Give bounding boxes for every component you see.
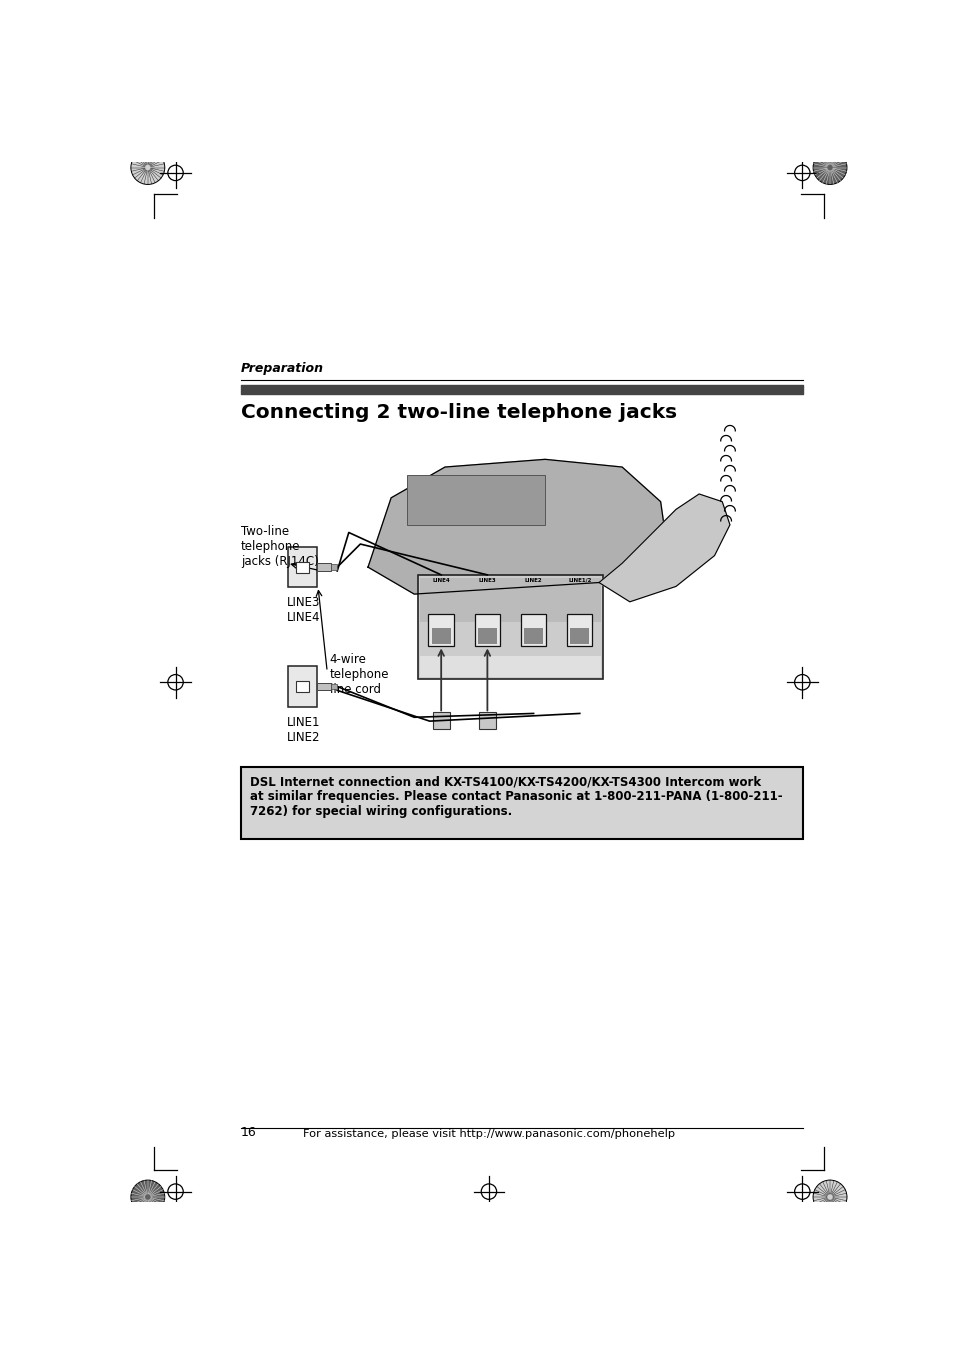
Text: Preparation: Preparation (241, 362, 324, 376)
Bar (475, 615, 499, 646)
Text: LINE1/2: LINE1/2 (567, 578, 591, 584)
Text: LINE1
LINE2: LINE1 LINE2 (287, 716, 320, 744)
Circle shape (812, 150, 846, 185)
Text: 16: 16 (241, 1127, 256, 1139)
Bar (331, 565, 336, 570)
Bar (295, 562, 309, 573)
Bar (406, 474, 544, 524)
Bar (520, 615, 546, 646)
Bar (431, 628, 451, 644)
Bar (433, 712, 449, 728)
Circle shape (131, 1179, 165, 1215)
Circle shape (131, 150, 165, 185)
Bar (478, 712, 496, 728)
Bar (570, 628, 589, 644)
Bar (419, 578, 600, 621)
Text: Connecting 2 two-line telephone jacks: Connecting 2 two-line telephone jacks (241, 403, 677, 422)
Text: LINE3
LINE4: LINE3 LINE4 (287, 596, 320, 624)
Bar (317, 682, 331, 690)
Text: LINE2: LINE2 (524, 578, 542, 584)
Text: For assistance, please visit http://www.panasonic.com/phonehelp: For assistance, please visit http://www.… (302, 1129, 675, 1139)
Polygon shape (598, 494, 729, 601)
Bar (417, 574, 602, 678)
Bar (295, 681, 309, 692)
Bar (331, 684, 336, 689)
Bar (419, 657, 600, 677)
Bar (288, 666, 317, 707)
Text: DSL Internet connection and KX-TS4100/KX-TS4200/KX-TS4300 Intercom work
at simil: DSL Internet connection and KX-TS4100/KX… (250, 775, 782, 819)
Polygon shape (368, 459, 668, 594)
Text: LINE3: LINE3 (478, 578, 496, 584)
Text: Two-line
telephone
jacks (RJ14C): Two-line telephone jacks (RJ14C) (241, 524, 318, 567)
Bar (241, 767, 802, 839)
Bar (428, 615, 454, 646)
Text: 4-wire
telephone
line cord: 4-wire telephone line cord (329, 654, 389, 696)
Bar (566, 615, 592, 646)
Bar (317, 563, 331, 571)
Bar (477, 628, 497, 644)
Circle shape (812, 1179, 846, 1215)
Text: LINE4: LINE4 (432, 578, 450, 584)
Bar (288, 547, 317, 588)
Bar (523, 628, 542, 644)
